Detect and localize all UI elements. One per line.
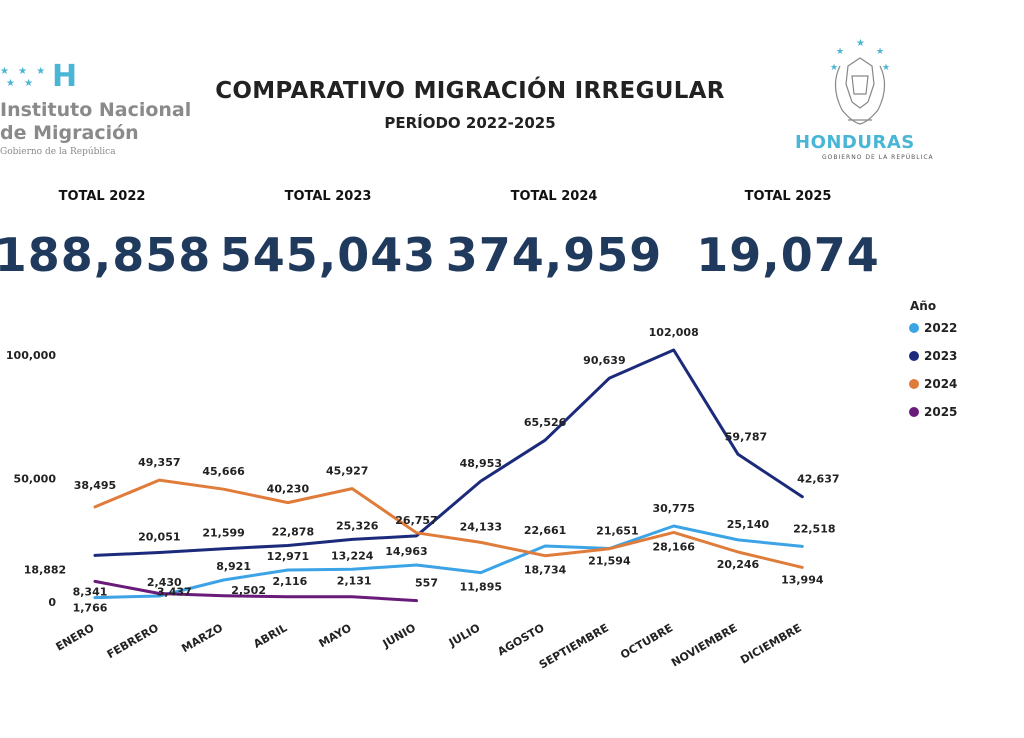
legend-label-2025: 2025 xyxy=(924,405,957,419)
inm-name-line1: Instituto Nacional xyxy=(0,99,192,121)
data-label-2023: 25,326 xyxy=(336,519,379,532)
chart-title: COMPARATIVO MIGRACIÓN IRREGULAR xyxy=(215,78,725,104)
data-label-2024: 24,133 xyxy=(460,520,502,533)
x-tick-label: ENERO xyxy=(54,621,97,653)
svg-text:★: ★ xyxy=(830,63,838,73)
data-label-2022: 21,651 xyxy=(596,525,638,538)
x-tick-label: OCTUBRE xyxy=(618,621,675,661)
stars-icon: ★ ★ ★ ★ ★ xyxy=(0,66,49,89)
data-label-2025: 8,341 xyxy=(73,585,108,598)
x-tick-label: AGOSTO xyxy=(495,621,546,658)
data-label-2025: 557 xyxy=(415,577,438,590)
honduras-subtitle: GOBIERNO DE LA REPÚBLICA xyxy=(822,154,934,161)
x-tick-label: MARZO xyxy=(179,621,225,655)
data-label-2024: 21,594 xyxy=(588,555,631,568)
data-label-2025: 2,502 xyxy=(231,584,266,597)
data-label-2024: 45,666 xyxy=(202,465,245,478)
data-label-2023: 90,639 xyxy=(583,354,625,367)
data-label-2024: 38,495 xyxy=(74,479,116,492)
total-2025-label: TOTAL 2025 xyxy=(744,189,832,204)
line-chart: 0 50,000 100,000 ENERO FEBRERO MARZO ABRIL MAYO… xyxy=(6,299,958,672)
svg-text:★: ★ xyxy=(836,47,844,57)
data-label-2023: 59,787 xyxy=(725,430,767,443)
total-2023-label: TOTAL 2023 xyxy=(284,189,372,204)
legend-label-2022: 2022 xyxy=(924,321,957,335)
x-tick-label: MAYO xyxy=(317,621,354,650)
data-label-2023: 42,637 xyxy=(797,473,839,486)
data-label-2022: 8,921 xyxy=(216,560,251,573)
data-label-2022: 2,430 xyxy=(147,576,182,589)
chart-subtitle: PERÍODO 2022-2025 xyxy=(384,114,556,132)
data-label-2023: 20,051 xyxy=(138,530,180,543)
total-2022-value: 188,858 xyxy=(0,228,212,282)
inm-h-mark: H xyxy=(52,59,78,94)
data-label-2023: 65,526 xyxy=(524,416,567,429)
svg-text:★: ★ xyxy=(856,38,865,49)
legend-marker-2024 xyxy=(909,379,919,389)
x-tick-label: JULIO xyxy=(446,621,482,650)
data-label-2023: 21,599 xyxy=(202,527,244,540)
data-label-2023: 22,878 xyxy=(272,525,314,538)
total-2022-label: TOTAL 2022 xyxy=(58,189,146,204)
data-label-2022: 1,766 xyxy=(73,602,108,615)
svg-text:★: ★ xyxy=(876,47,884,57)
data-label-2023: 102,008 xyxy=(649,326,699,339)
inm-logo: ★ ★ ★ ★ ★ H Instituto Nacional de Migraci… xyxy=(0,62,210,162)
data-label-2024: 20,246 xyxy=(717,558,760,571)
data-label-2022: 11,895 xyxy=(460,581,502,594)
data-label-2025: 2,131 xyxy=(337,575,372,588)
x-tick-label: SEPTIEMBRE xyxy=(537,621,611,671)
y-tick-label: 0 xyxy=(48,596,56,609)
svg-text:★: ★ xyxy=(882,63,890,73)
x-tick-label: NOVIEMBRE xyxy=(669,621,739,669)
data-label-2023: 48,953 xyxy=(460,457,502,470)
data-label-2022: 25,140 xyxy=(727,518,770,531)
data-label-2024: 18,734 xyxy=(524,564,567,577)
legend-title: Año xyxy=(910,299,936,313)
data-label-2023: 18,882 xyxy=(24,563,66,576)
legend-label-2024: 2024 xyxy=(924,377,957,391)
data-label-2025: 2,116 xyxy=(273,575,308,588)
x-tick-label: FEBRERO xyxy=(105,621,161,661)
legend-marker-2023 xyxy=(909,351,919,361)
coat-of-arms-icon: ★ ★ ★ ★ ★ xyxy=(830,38,890,125)
y-tick-label: 50,000 xyxy=(14,473,57,486)
data-label-2024: 13,994 xyxy=(781,573,824,586)
data-label-2022: 13,224 xyxy=(331,549,374,562)
series-line-2025 xyxy=(93,579,418,603)
series-line-2024 xyxy=(93,478,804,569)
data-label-2022: 22,661 xyxy=(524,524,566,537)
x-tick-label: JUNIO xyxy=(380,621,418,651)
data-label-2022: 14,963 xyxy=(385,545,427,558)
total-2023-value: 545,043 xyxy=(219,228,437,282)
inm-name-line3: Gobierno de la República xyxy=(0,147,116,157)
series-line-2022 xyxy=(93,524,804,600)
data-label-2022: 22,518 xyxy=(793,522,835,535)
x-tick-label: ABRIL xyxy=(251,621,289,651)
legend-marker-2022 xyxy=(909,323,919,333)
data-label-2024: 49,357 xyxy=(138,456,180,469)
series-line-2023 xyxy=(93,348,804,557)
data-label-2024: 45,927 xyxy=(326,465,368,478)
honduras-logo: ★ ★ ★ ★ ★ HONDURAS GOBIERNO DE LA REPÚBL… xyxy=(790,36,933,166)
inm-name-line2: de Migración xyxy=(0,122,139,144)
data-label-2022: 30,775 xyxy=(652,502,694,515)
data-label-2023: 26,757 xyxy=(395,514,437,527)
data-label-2024: 28,166 xyxy=(652,540,695,553)
y-tick-label: 100,000 xyxy=(6,349,56,362)
data-label-2024: 40,230 xyxy=(267,483,310,496)
data-label-2022: 12,971 xyxy=(267,550,309,563)
total-2024-value: 374,959 xyxy=(445,228,663,282)
total-2025-value: 19,074 xyxy=(696,228,880,282)
data-label-2025: 3,437 xyxy=(157,586,192,599)
legend-label-2023: 2023 xyxy=(924,349,957,363)
x-tick-label: DICIEMBRE xyxy=(738,621,804,666)
honduras-wordmark: HONDURAS xyxy=(795,132,915,153)
total-2024-label: TOTAL 2024 xyxy=(510,189,598,204)
legend-marker-2025 xyxy=(909,407,919,417)
